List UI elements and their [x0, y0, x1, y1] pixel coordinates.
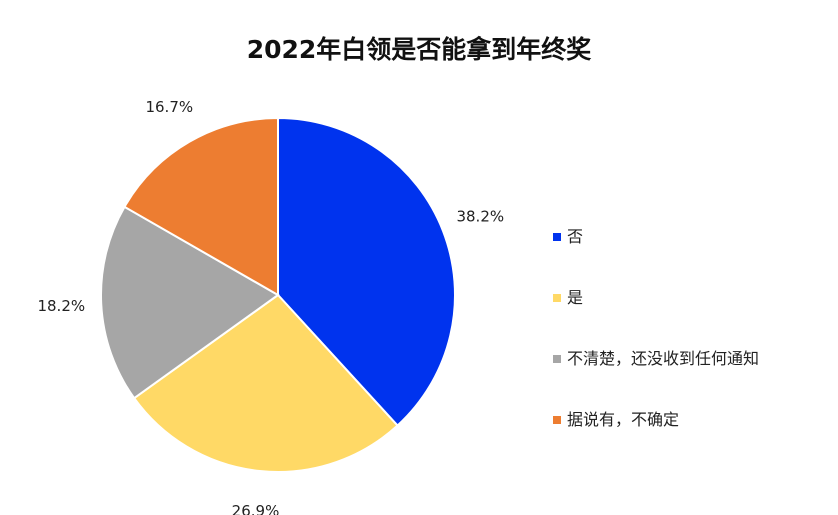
- legend-label: 是: [567, 288, 584, 307]
- legend-label: 据说有，不确定: [567, 410, 680, 429]
- slice-value-label: 26.9%: [232, 502, 280, 515]
- legend-label: 不清楚，还没收到任何通知: [567, 349, 760, 368]
- legend-swatch: [553, 293, 561, 302]
- legend-item: 据说有，不确定: [553, 408, 679, 432]
- legend-swatch: [553, 354, 561, 363]
- legend-label: 否: [567, 227, 584, 246]
- pie-slice: [100, 205, 280, 400]
- slice-value-label: 18.2%: [37, 297, 85, 315]
- slice-value-label: 16.7%: [145, 98, 193, 116]
- legend-item: 不清楚，还没收到任何通知: [553, 347, 759, 371]
- legend-item: 是: [553, 286, 583, 310]
- pie-slice: [132, 293, 399, 473]
- legend-swatch: [553, 415, 561, 424]
- legend-item: 否: [553, 225, 583, 249]
- slice-value-label: 38.2%: [456, 207, 504, 225]
- chart-title: 2022年白领是否能拿到年终奖: [246, 35, 592, 64]
- pie-slice: [123, 116, 279, 297]
- pie-slice: [277, 116, 456, 427]
- legend-swatch: [553, 232, 561, 241]
